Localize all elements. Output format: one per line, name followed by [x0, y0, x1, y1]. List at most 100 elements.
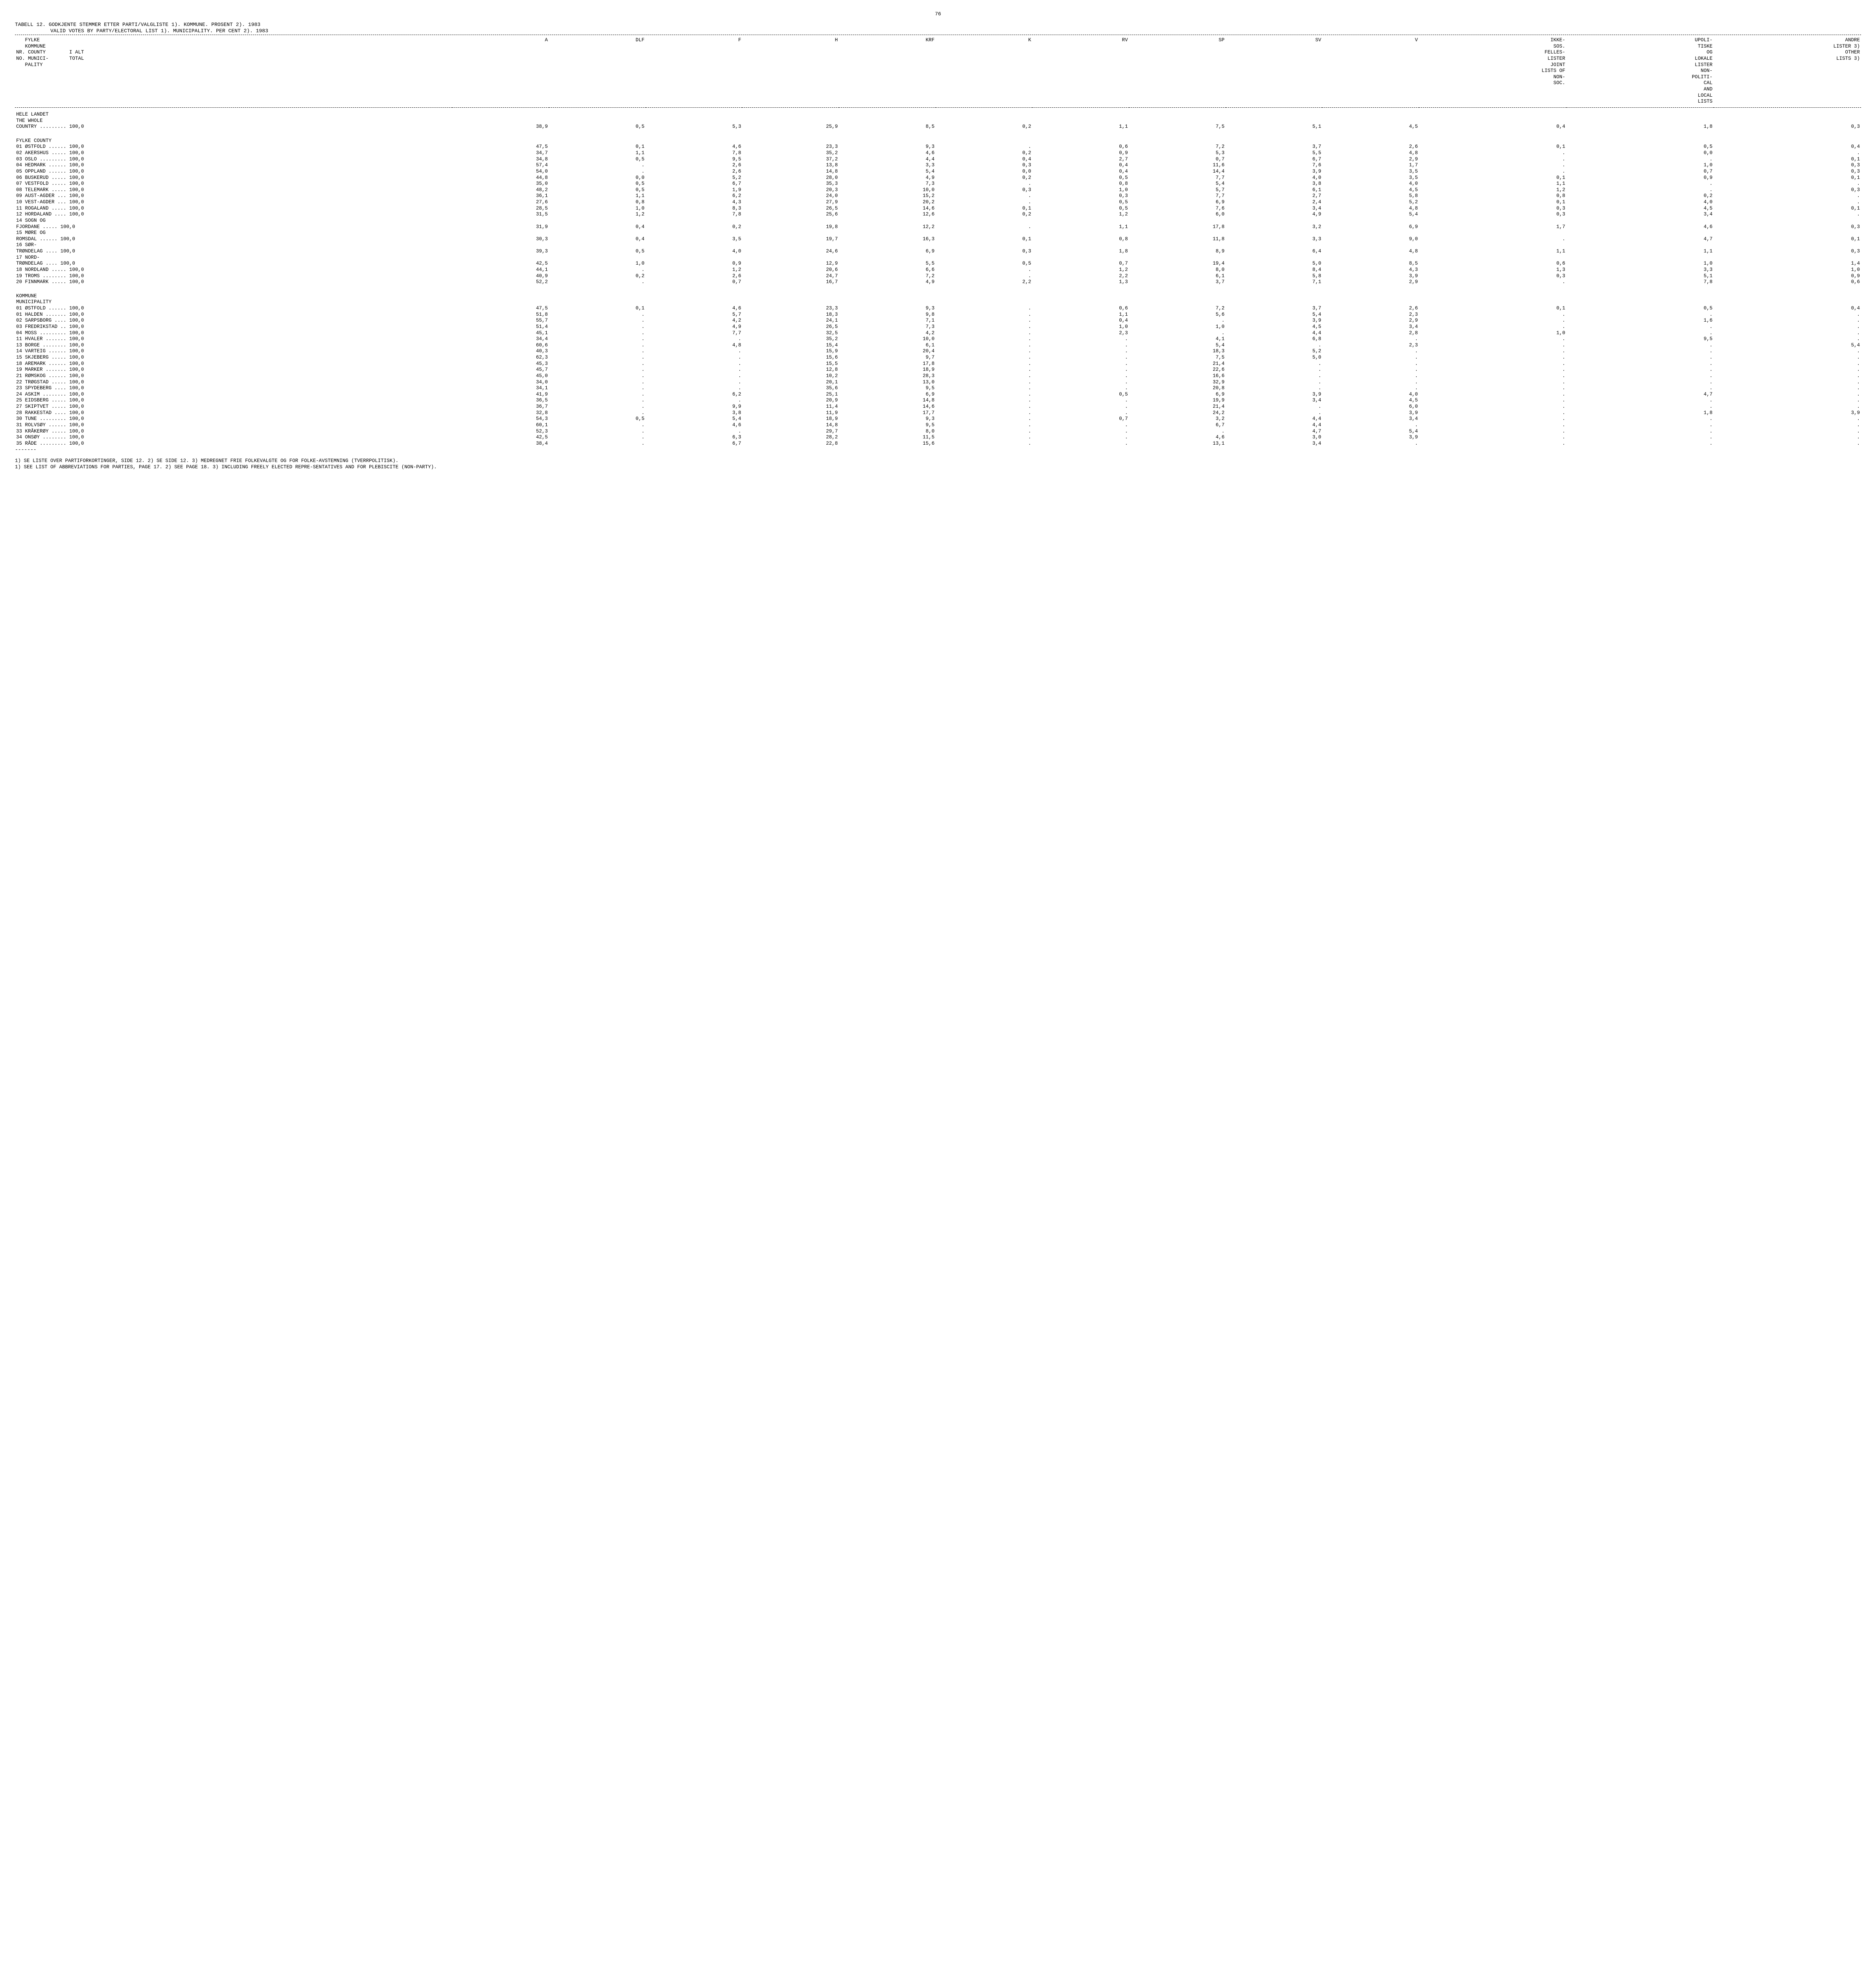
cell: 18,9 [839, 367, 936, 373]
table-row: 03 OSLO ......... 100,034,80,59,537,24,4… [15, 156, 1861, 163]
cell [646, 299, 743, 306]
cell: 3,4 [1226, 398, 1323, 404]
cell: 2,6 [1322, 306, 1419, 312]
cell: 2,9 [1322, 156, 1419, 163]
cell: 0,1 [936, 206, 1032, 212]
table-title-en: VALID VOTES BY PARTY/ELECTORAL LIST 1). … [15, 28, 1861, 34]
cell: 4,4 [1226, 330, 1323, 337]
table-row: 19 TROMS ........ 100,040,90,22,624,77,2… [15, 273, 1861, 280]
cell [742, 299, 839, 306]
cell: 0,5 [549, 249, 646, 255]
cell: 34,1 [452, 385, 549, 392]
cell: . [1419, 398, 1566, 404]
cell: 0,4 [549, 224, 646, 230]
cell [936, 230, 1032, 236]
cell [742, 255, 839, 261]
cell: . [1419, 361, 1566, 367]
cell: 5,1 [1226, 124, 1323, 130]
cell: 14,4 [1129, 169, 1226, 175]
cell: . [1714, 379, 1861, 386]
cell: 45,3 [452, 361, 549, 367]
cell: 5,4 [1322, 212, 1419, 218]
cell: 0,0 [936, 169, 1032, 175]
cell: 4,0 [1226, 175, 1323, 181]
col-h: H [742, 37, 839, 107]
cell: . [646, 336, 743, 342]
cell: 2,6 [646, 169, 743, 175]
cell: . [1419, 392, 1566, 398]
row-label: 19 MARKER ....... 100,0 [15, 367, 452, 373]
section-row [15, 285, 1861, 289]
cell: . [549, 312, 646, 318]
cell: 30,3 [452, 236, 549, 243]
cell: 7,1 [839, 318, 936, 324]
table-row: 01 ØSTFOLD ...... 100,047,50,14,623,39,3… [15, 144, 1861, 150]
cell: 4,3 [646, 199, 743, 206]
table-row: 18 AREMARK ...... 100,045,3..15,517,8..2… [15, 361, 1861, 367]
table-row: 24 ASKIM ........ 100,041,9.6,225,16,9.0… [15, 392, 1861, 398]
table-row: THE WHOLE [15, 118, 1861, 124]
cell: . [1714, 373, 1861, 379]
cell: 3,0 [1226, 434, 1323, 441]
cell: 19,9 [1129, 398, 1226, 404]
col-rv: RV [1032, 37, 1129, 107]
cell [1032, 230, 1129, 236]
cell: 0,7 [1129, 156, 1226, 163]
row-label: 06 BUSKERUD ..... 100,0 [15, 175, 452, 181]
cell: 1,1 [549, 193, 646, 199]
table-row: ROMSDAL ...... 100,030,30,43,519,716,30,… [15, 236, 1861, 243]
cell: 11,6 [1129, 162, 1226, 169]
cell [742, 242, 839, 249]
cell: . [1226, 367, 1323, 373]
cell [549, 118, 646, 124]
cell: 2,8 [1322, 330, 1419, 337]
table-row: TRØNDELAG .... 100,039,30,54,024,66,90,3… [15, 249, 1861, 255]
cell [1322, 230, 1419, 236]
cell: 11,5 [839, 434, 936, 441]
cell [1566, 230, 1714, 236]
cell: . [1032, 355, 1129, 361]
cell: 5,0 [1226, 355, 1323, 361]
cell: 0,4 [1714, 306, 1861, 312]
cell: . [646, 385, 743, 392]
cell: 1,0 [1129, 324, 1226, 330]
cell: 34,0 [452, 379, 549, 386]
col-k: K [936, 37, 1032, 107]
cell: 10,0 [839, 336, 936, 342]
cell: . [936, 385, 1032, 392]
cell [1714, 299, 1861, 306]
cell: 2,7 [1032, 156, 1129, 163]
cell [1714, 218, 1861, 224]
cell: . [1566, 429, 1714, 435]
section-row [15, 130, 1861, 134]
cell: . [936, 379, 1032, 386]
cell [1566, 242, 1714, 249]
col-v: V [1322, 37, 1419, 107]
cell: . [1226, 379, 1323, 386]
cell: 45,0 [452, 373, 549, 379]
cell: 24,2 [1129, 410, 1226, 416]
cell: 9,3 [839, 416, 936, 422]
cell: . [549, 404, 646, 410]
cell: . [1322, 355, 1419, 361]
cell: . [1419, 373, 1566, 379]
cell: . [549, 324, 646, 330]
cell: 20,2 [839, 199, 936, 206]
cell: 23,3 [742, 306, 839, 312]
cell: 4,2 [839, 330, 936, 337]
cell: 6,1 [1129, 273, 1226, 280]
cell: 0,2 [936, 124, 1032, 130]
cell: . [1419, 355, 1566, 361]
cell: 4,6 [839, 150, 936, 156]
cell [1566, 255, 1714, 261]
cell: 0,8 [1032, 181, 1129, 187]
row-label: 18 AREMARK ...... 100,0 [15, 361, 452, 367]
cell: 9,5 [1566, 336, 1714, 342]
cell [1032, 299, 1129, 306]
cell: 1,0 [1714, 267, 1861, 273]
cell: 5,4 [1129, 181, 1226, 187]
cell: . [936, 422, 1032, 429]
cell: 44,1 [452, 267, 549, 273]
table-row: 13 BORGE ........ 100,060,6.4,815,46,1..… [15, 342, 1861, 349]
table-row: 15 SKJEBERG ..... 100,062,3..15,69,7..7,… [15, 355, 1861, 361]
